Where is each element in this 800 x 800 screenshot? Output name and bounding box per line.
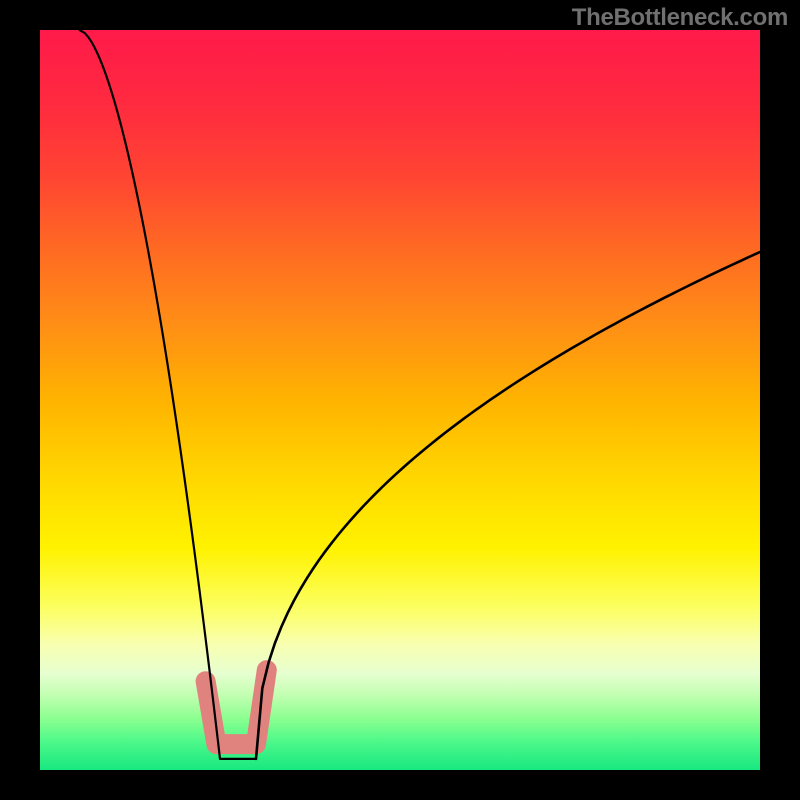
gradient-background: [40, 30, 760, 770]
chart-container: TheBottleneck.com: [0, 0, 800, 800]
bottleneck-chart: [0, 0, 800, 800]
watermark-text: TheBottleneck.com: [572, 4, 788, 32]
